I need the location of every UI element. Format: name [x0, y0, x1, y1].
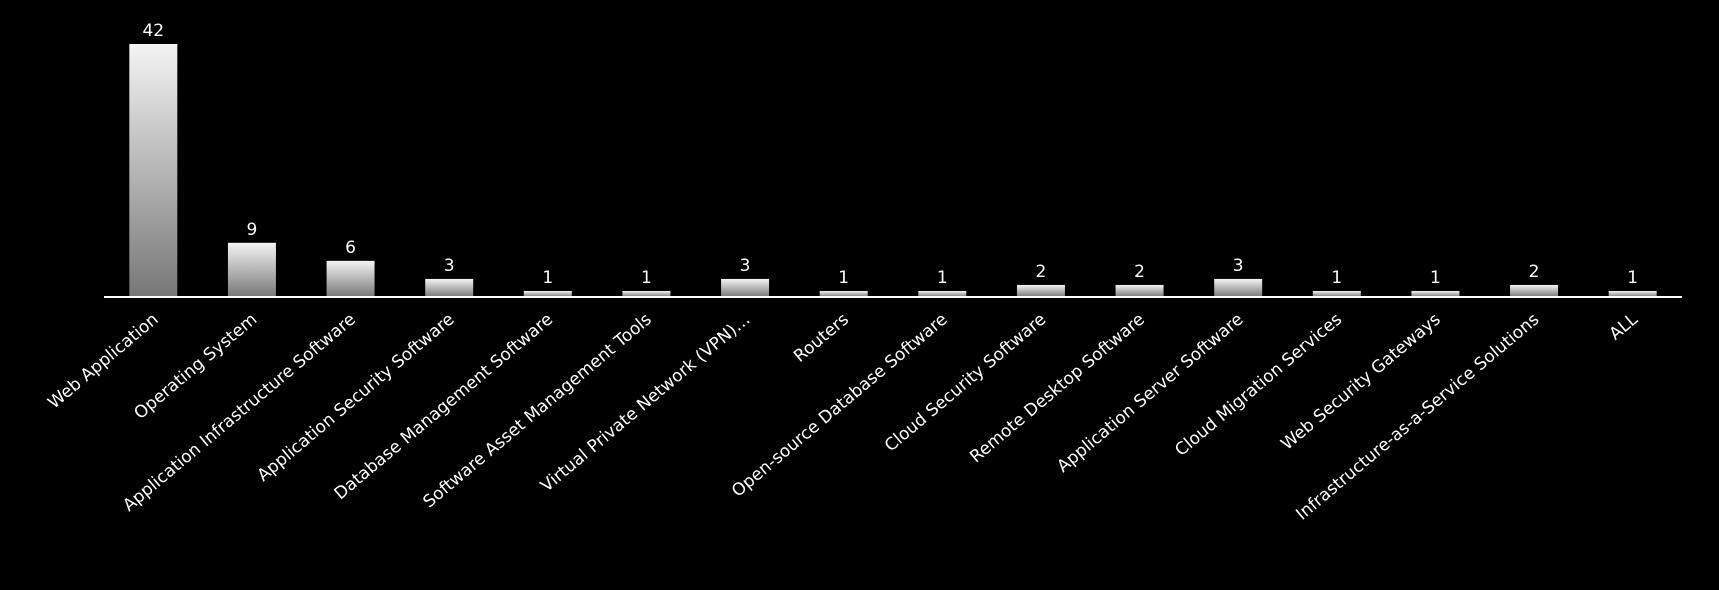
data-label: 1 [542, 268, 553, 288]
bar [819, 290, 868, 297]
x-tick-label: Cloud Migration Services [1171, 309, 1346, 460]
data-label: 9 [247, 220, 258, 240]
data-label: 3 [1233, 256, 1244, 276]
data-label: 1 [1627, 268, 1638, 288]
bar [1214, 278, 1263, 297]
data-label: 3 [740, 256, 751, 276]
data-label: 1 [937, 268, 948, 288]
x-tick-label: Application Security Software [254, 310, 459, 486]
x-tick-label: Application Server Software [1053, 310, 1247, 477]
data-label: 2 [1529, 262, 1540, 282]
x-tick-label: Cloud Security Software [881, 310, 1050, 457]
x-tick-label: Database Management Software [331, 310, 557, 505]
bar [622, 290, 671, 297]
bar [1608, 290, 1657, 297]
x-tick-label: ALL [1606, 309, 1643, 344]
x-tick-label: Virtual Private Network (VPN)… [537, 310, 754, 497]
bar [326, 260, 375, 297]
bar [1115, 284, 1164, 297]
data-label: 6 [345, 238, 356, 258]
data-label: 1 [838, 268, 849, 288]
bar [1411, 290, 1460, 297]
data-label: 2 [1134, 262, 1145, 282]
bar [721, 278, 770, 297]
x-tick-label: Web Security Gateways [1277, 309, 1444, 454]
data-label: 2 [1036, 262, 1047, 282]
bar [129, 44, 178, 297]
bar [425, 278, 474, 297]
data-label: 42 [142, 21, 164, 41]
bar [918, 290, 967, 297]
bar [1510, 284, 1559, 297]
data-label: 1 [1430, 268, 1441, 288]
data-label: 1 [641, 268, 652, 288]
bar [1016, 284, 1065, 297]
bar [227, 242, 276, 297]
bar [1312, 290, 1361, 297]
data-label: 1 [1331, 268, 1342, 288]
x-tick-label: Routers [790, 309, 853, 366]
x-tick-label: Open-source Database Software [728, 310, 951, 502]
x-tick-label: Remote Desktop Software [966, 310, 1148, 468]
bar [523, 290, 572, 297]
data-label: 3 [444, 256, 455, 276]
